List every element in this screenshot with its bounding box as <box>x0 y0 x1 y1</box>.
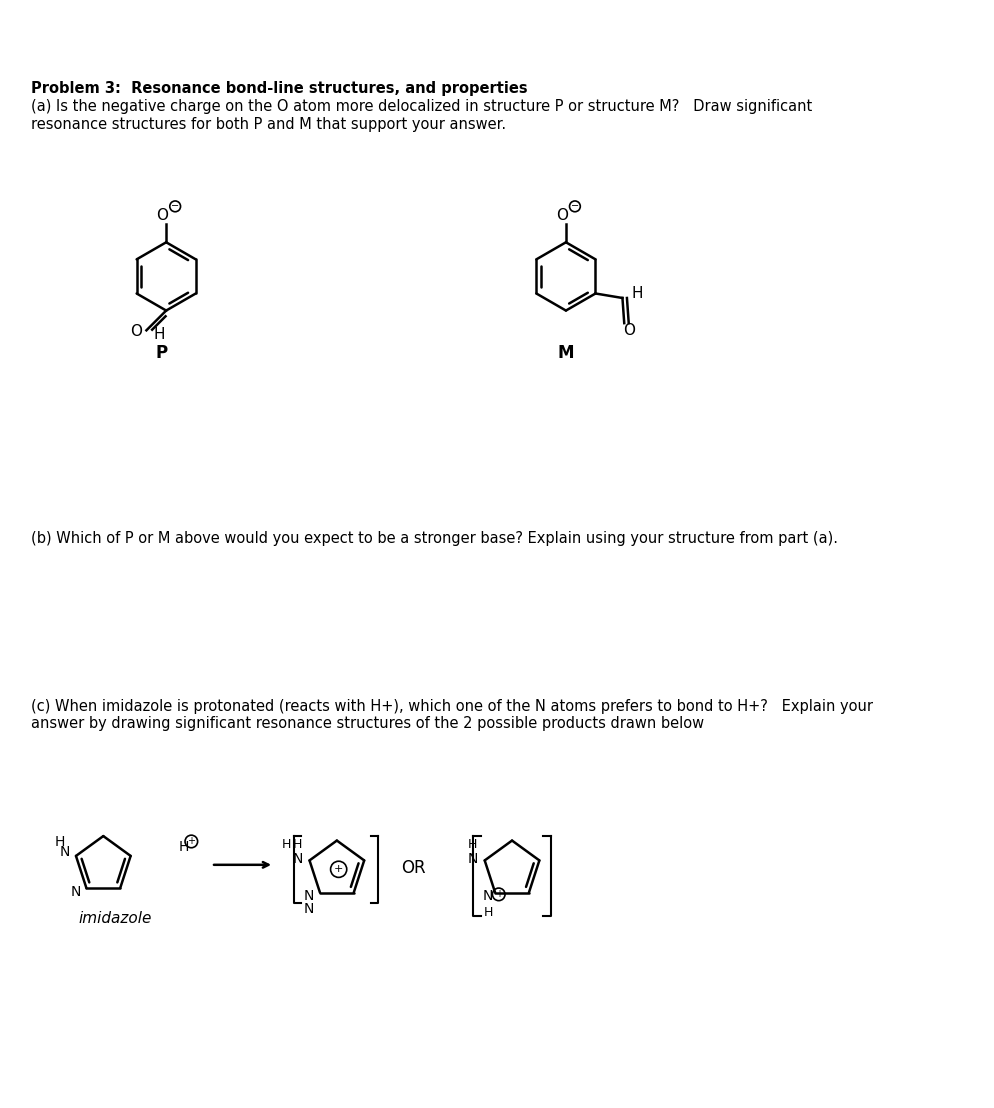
Text: +: + <box>187 837 196 847</box>
Text: +: + <box>334 864 343 874</box>
Text: H: H <box>153 327 165 342</box>
Text: +: + <box>495 890 503 900</box>
Text: H: H <box>55 834 65 849</box>
Text: N: N <box>468 852 478 865</box>
Text: H: H <box>467 838 477 851</box>
Text: N: N <box>292 852 303 865</box>
Text: (c) When imidazole is protonated (reacts with H+), which one of the N atoms pref: (c) When imidazole is protonated (reacts… <box>32 699 874 731</box>
Text: P: P <box>156 343 168 362</box>
Text: H: H <box>483 906 493 919</box>
Text: OR: OR <box>401 859 425 876</box>
Text: H: H <box>281 838 291 851</box>
Text: Problem 3:  Resonance bond-line structures, and properties: Problem 3: Resonance bond-line structure… <box>32 82 528 96</box>
Text: O: O <box>129 324 141 339</box>
Text: imidazole: imidazole <box>79 911 151 926</box>
Text: (b) Which of P or M above would you expect to be a stronger base? Explain using : (b) Which of P or M above would you expe… <box>32 531 839 545</box>
Text: O: O <box>622 322 635 338</box>
Text: N: N <box>304 889 314 903</box>
Text: O: O <box>157 208 169 223</box>
Text: (a) Is the negative charge on the O atom more delocalized in structure P or stru: (a) Is the negative charge on the O atom… <box>32 100 813 132</box>
Text: N: N <box>304 902 314 915</box>
Text: H: H <box>179 840 189 854</box>
Text: H: H <box>292 838 301 851</box>
Text: H: H <box>632 286 643 301</box>
Text: O: O <box>557 208 569 223</box>
Text: N: N <box>483 889 493 903</box>
Text: N: N <box>60 845 71 860</box>
Text: −: − <box>171 202 179 212</box>
Text: −: − <box>571 202 579 212</box>
Text: N: N <box>71 884 81 899</box>
Text: M: M <box>558 343 575 362</box>
